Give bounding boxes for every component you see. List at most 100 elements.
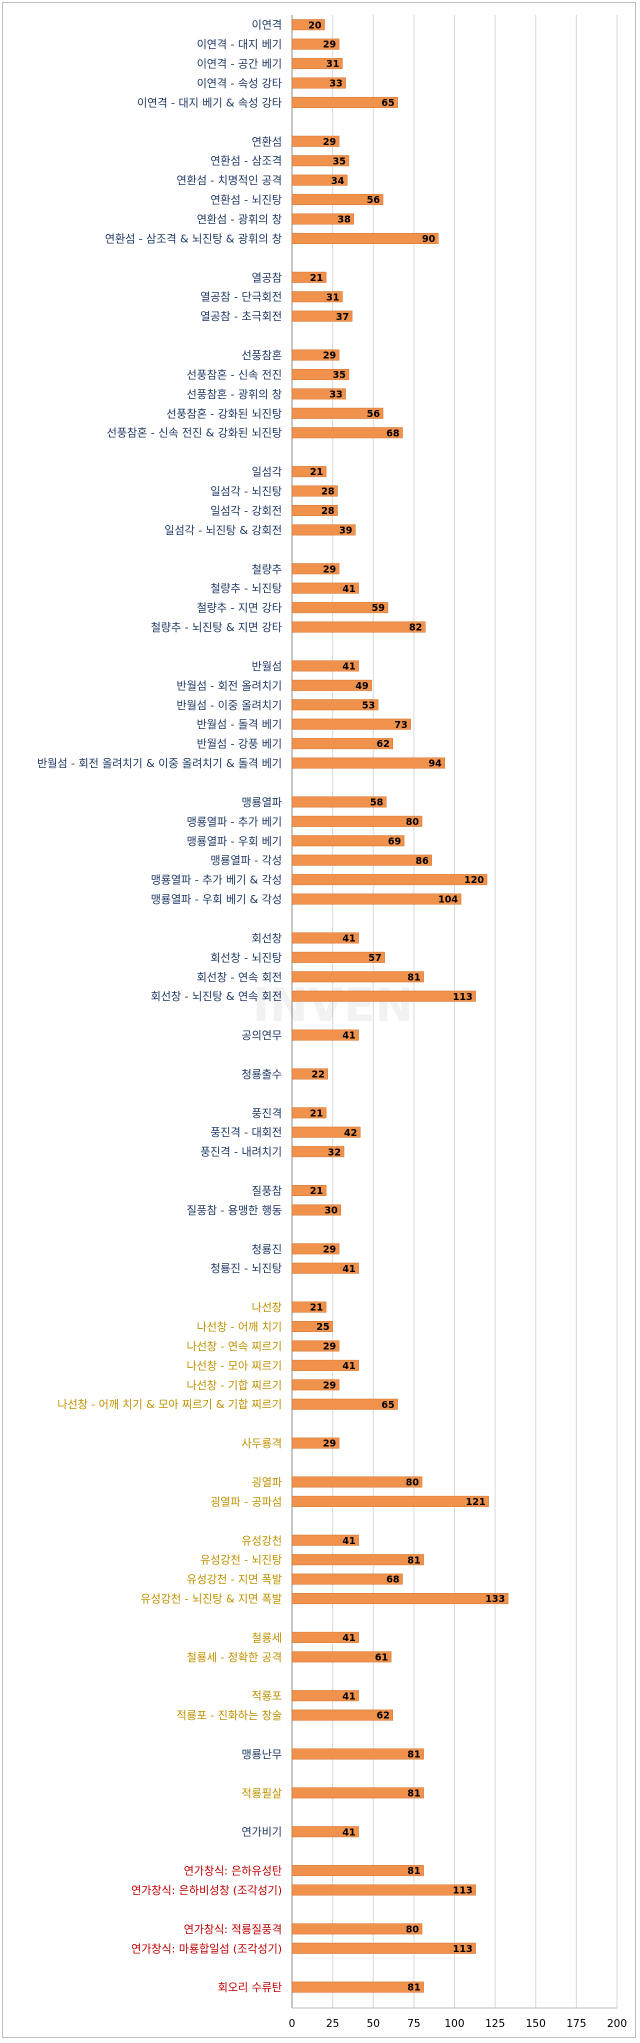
bar-chart: INVEN 2029313365293534563890213137293533… bbox=[37, 15, 627, 2030]
bar bbox=[291, 582, 359, 594]
bar-value-label: 42 bbox=[344, 1128, 357, 1139]
bar-value-label: 94 bbox=[429, 759, 443, 770]
category-label: 맹룡열파 - 우회 베기 bbox=[187, 835, 282, 848]
bar-value-label: 29 bbox=[323, 1342, 336, 1353]
x-tick-label: 150 bbox=[526, 2018, 546, 2030]
bar-value-label: 81 bbox=[407, 1983, 420, 1994]
bar bbox=[291, 757, 445, 769]
category-label: 풍진격 bbox=[252, 1107, 282, 1120]
category-label: 사두룡격 bbox=[242, 1437, 282, 1450]
category-label: 맹룡열파 bbox=[242, 796, 282, 809]
bar bbox=[291, 738, 393, 750]
bar bbox=[291, 174, 348, 186]
category-label: 연환섬 - 치명적인 공격 bbox=[176, 174, 282, 187]
category-label: 나선창 - 어깨 치기 & 모아 찌르기 & 기합 찌르기 bbox=[57, 1398, 282, 1411]
bar bbox=[291, 388, 346, 400]
category-label: 나선창 bbox=[252, 1301, 282, 1314]
bar bbox=[291, 310, 353, 322]
category-label: 철량추 - 지면 강타 bbox=[197, 602, 282, 615]
category-label: 연환섬 - 삼조격 bbox=[210, 155, 282, 168]
bar bbox=[291, 1243, 340, 1255]
category-label: 이연격 - 대지 베기 bbox=[197, 38, 282, 51]
bar bbox=[291, 1573, 403, 1585]
bar bbox=[291, 38, 340, 50]
bar-value-label: 68 bbox=[386, 428, 400, 439]
bar bbox=[291, 874, 488, 886]
x-tick-label: 25 bbox=[326, 2018, 339, 2030]
bar-value-label: 56 bbox=[367, 195, 381, 206]
category-label: 연환섬 - 삼조격 & 뇌진탕 & 광휘의 창 bbox=[105, 232, 282, 245]
bar bbox=[291, 1631, 359, 1643]
bar bbox=[291, 796, 387, 808]
bar-value-label: 41 bbox=[342, 1633, 355, 1644]
category-label: 맹룡열파 - 추가 베기 bbox=[187, 815, 282, 828]
bar bbox=[291, 1534, 359, 1546]
bar bbox=[291, 58, 343, 70]
bar-value-label: 28 bbox=[321, 487, 335, 498]
x-tick-label: 0 bbox=[289, 2018, 296, 2030]
category-label: 반월섬 - 회전 올려치기 bbox=[176, 679, 282, 692]
category-label: 굉열파 bbox=[252, 1476, 282, 1489]
bar-value-label: 80 bbox=[406, 817, 420, 828]
bar bbox=[291, 1826, 359, 1838]
bar bbox=[291, 135, 340, 147]
x-tick-label: 125 bbox=[485, 2018, 505, 2030]
bar-value-label: 29 bbox=[323, 351, 336, 362]
bar-value-label: 69 bbox=[388, 836, 401, 847]
bar-value-label: 39 bbox=[339, 525, 352, 536]
category-label: 풍진격 - 대회전 bbox=[210, 1126, 282, 1139]
bar-value-label: 41 bbox=[342, 1691, 355, 1702]
category-label: 반월섬 bbox=[252, 660, 282, 673]
bar-value-label: 20 bbox=[308, 20, 322, 31]
bar-value-label: 25 bbox=[316, 1322, 329, 1333]
bar bbox=[291, 232, 439, 244]
category-label: 나선창 - 연속 찌르기 bbox=[187, 1340, 282, 1353]
bar-value-label: 22 bbox=[312, 1070, 325, 1081]
category-label: 연가창식: 은하비성창 (조각성기) bbox=[131, 1883, 282, 1897]
bar-value-label: 34 bbox=[331, 176, 345, 187]
bar bbox=[291, 1554, 424, 1566]
category-label: 회오리 수류탄 bbox=[218, 1981, 282, 1994]
bar bbox=[291, 155, 350, 167]
x-tick-label: 75 bbox=[407, 2018, 420, 2030]
bar bbox=[291, 485, 338, 497]
category-label: 회선창 - 연속 회전 bbox=[197, 971, 282, 984]
bar bbox=[291, 1068, 328, 1080]
category-label: 맹룡난무 bbox=[242, 1748, 282, 1761]
bar-value-label: 113 bbox=[453, 1944, 473, 1955]
bar-value-label: 28 bbox=[321, 506, 335, 517]
bar bbox=[291, 1709, 393, 1721]
category-label: 반월섬 - 회전 올려치기 & 이중 올려치기 & 돌격 베기 bbox=[37, 757, 282, 770]
bar-value-label: 29 bbox=[323, 1439, 336, 1450]
bar bbox=[291, 213, 354, 225]
bar bbox=[291, 1126, 361, 1138]
category-label: 적룡포 - 진화하는 창술 bbox=[176, 1708, 282, 1722]
bar bbox=[291, 699, 379, 711]
bar bbox=[291, 1593, 509, 1605]
bar bbox=[291, 854, 432, 866]
category-label: 회선창 - 뇌진탕 & 연속 회전 bbox=[151, 990, 282, 1003]
bar bbox=[291, 194, 384, 206]
bar bbox=[291, 893, 462, 905]
bar-value-label: 30 bbox=[325, 1206, 339, 1217]
bar-value-label: 41 bbox=[342, 934, 355, 945]
bar bbox=[291, 1359, 359, 1371]
category-label: 청룡진 bbox=[252, 1243, 282, 1256]
category-label: 이연격 - 대지 베기 & 속성 강타 bbox=[137, 96, 282, 109]
bar bbox=[291, 1748, 424, 1760]
bar bbox=[291, 1690, 359, 1702]
bar-value-label: 29 bbox=[323, 1380, 336, 1391]
category-label: 유성강천 - 뇌진탕 bbox=[200, 1553, 282, 1567]
bar-value-label: 113 bbox=[453, 992, 473, 1003]
bar bbox=[291, 679, 372, 691]
category-label: 반월섬 - 이중 올려치기 bbox=[176, 699, 282, 712]
bar-value-label: 73 bbox=[394, 720, 407, 731]
category-label: 적룡포 bbox=[252, 1690, 282, 1703]
category-label: 공의연무 bbox=[242, 1029, 282, 1042]
category-label: 청룡진 - 뇌진탕 bbox=[210, 1262, 282, 1275]
category-label: 선풍참혼 bbox=[242, 349, 282, 362]
bar-value-label: 59 bbox=[372, 603, 385, 614]
gridlines bbox=[291, 15, 618, 2009]
bar bbox=[291, 1884, 476, 1896]
bar bbox=[291, 466, 327, 478]
